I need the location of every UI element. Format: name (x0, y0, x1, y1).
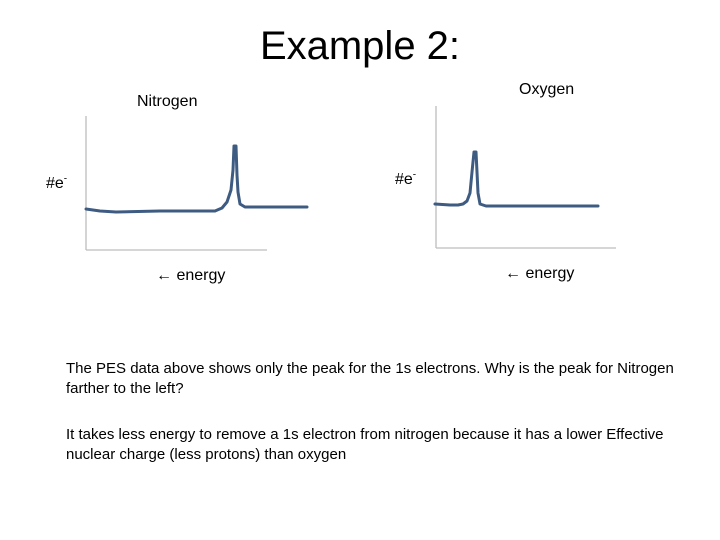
oxygen-label: Oxygen (519, 81, 575, 98)
slide-title: Example 2: (259, 24, 461, 68)
nitrogen-axes (85, 116, 267, 251)
answer-text: It takes less energy to remove a 1s elec… (66, 426, 664, 463)
oxygen-curve (433, 150, 600, 208)
oxygen-y-axis-label: #e- (395, 169, 417, 188)
oxygen-axes (435, 106, 616, 249)
question-text: The PES data above shows only the peak f… (66, 360, 674, 397)
oxygen-x-axis-label: ← energy (505, 265, 575, 282)
nitrogen-x-axis-label: ← energy (156, 267, 226, 284)
nitrogen-y-axis-label: #e- (46, 173, 68, 192)
nitrogen-label: Nitrogen (137, 93, 198, 110)
nitrogen-curve (84, 144, 309, 214)
